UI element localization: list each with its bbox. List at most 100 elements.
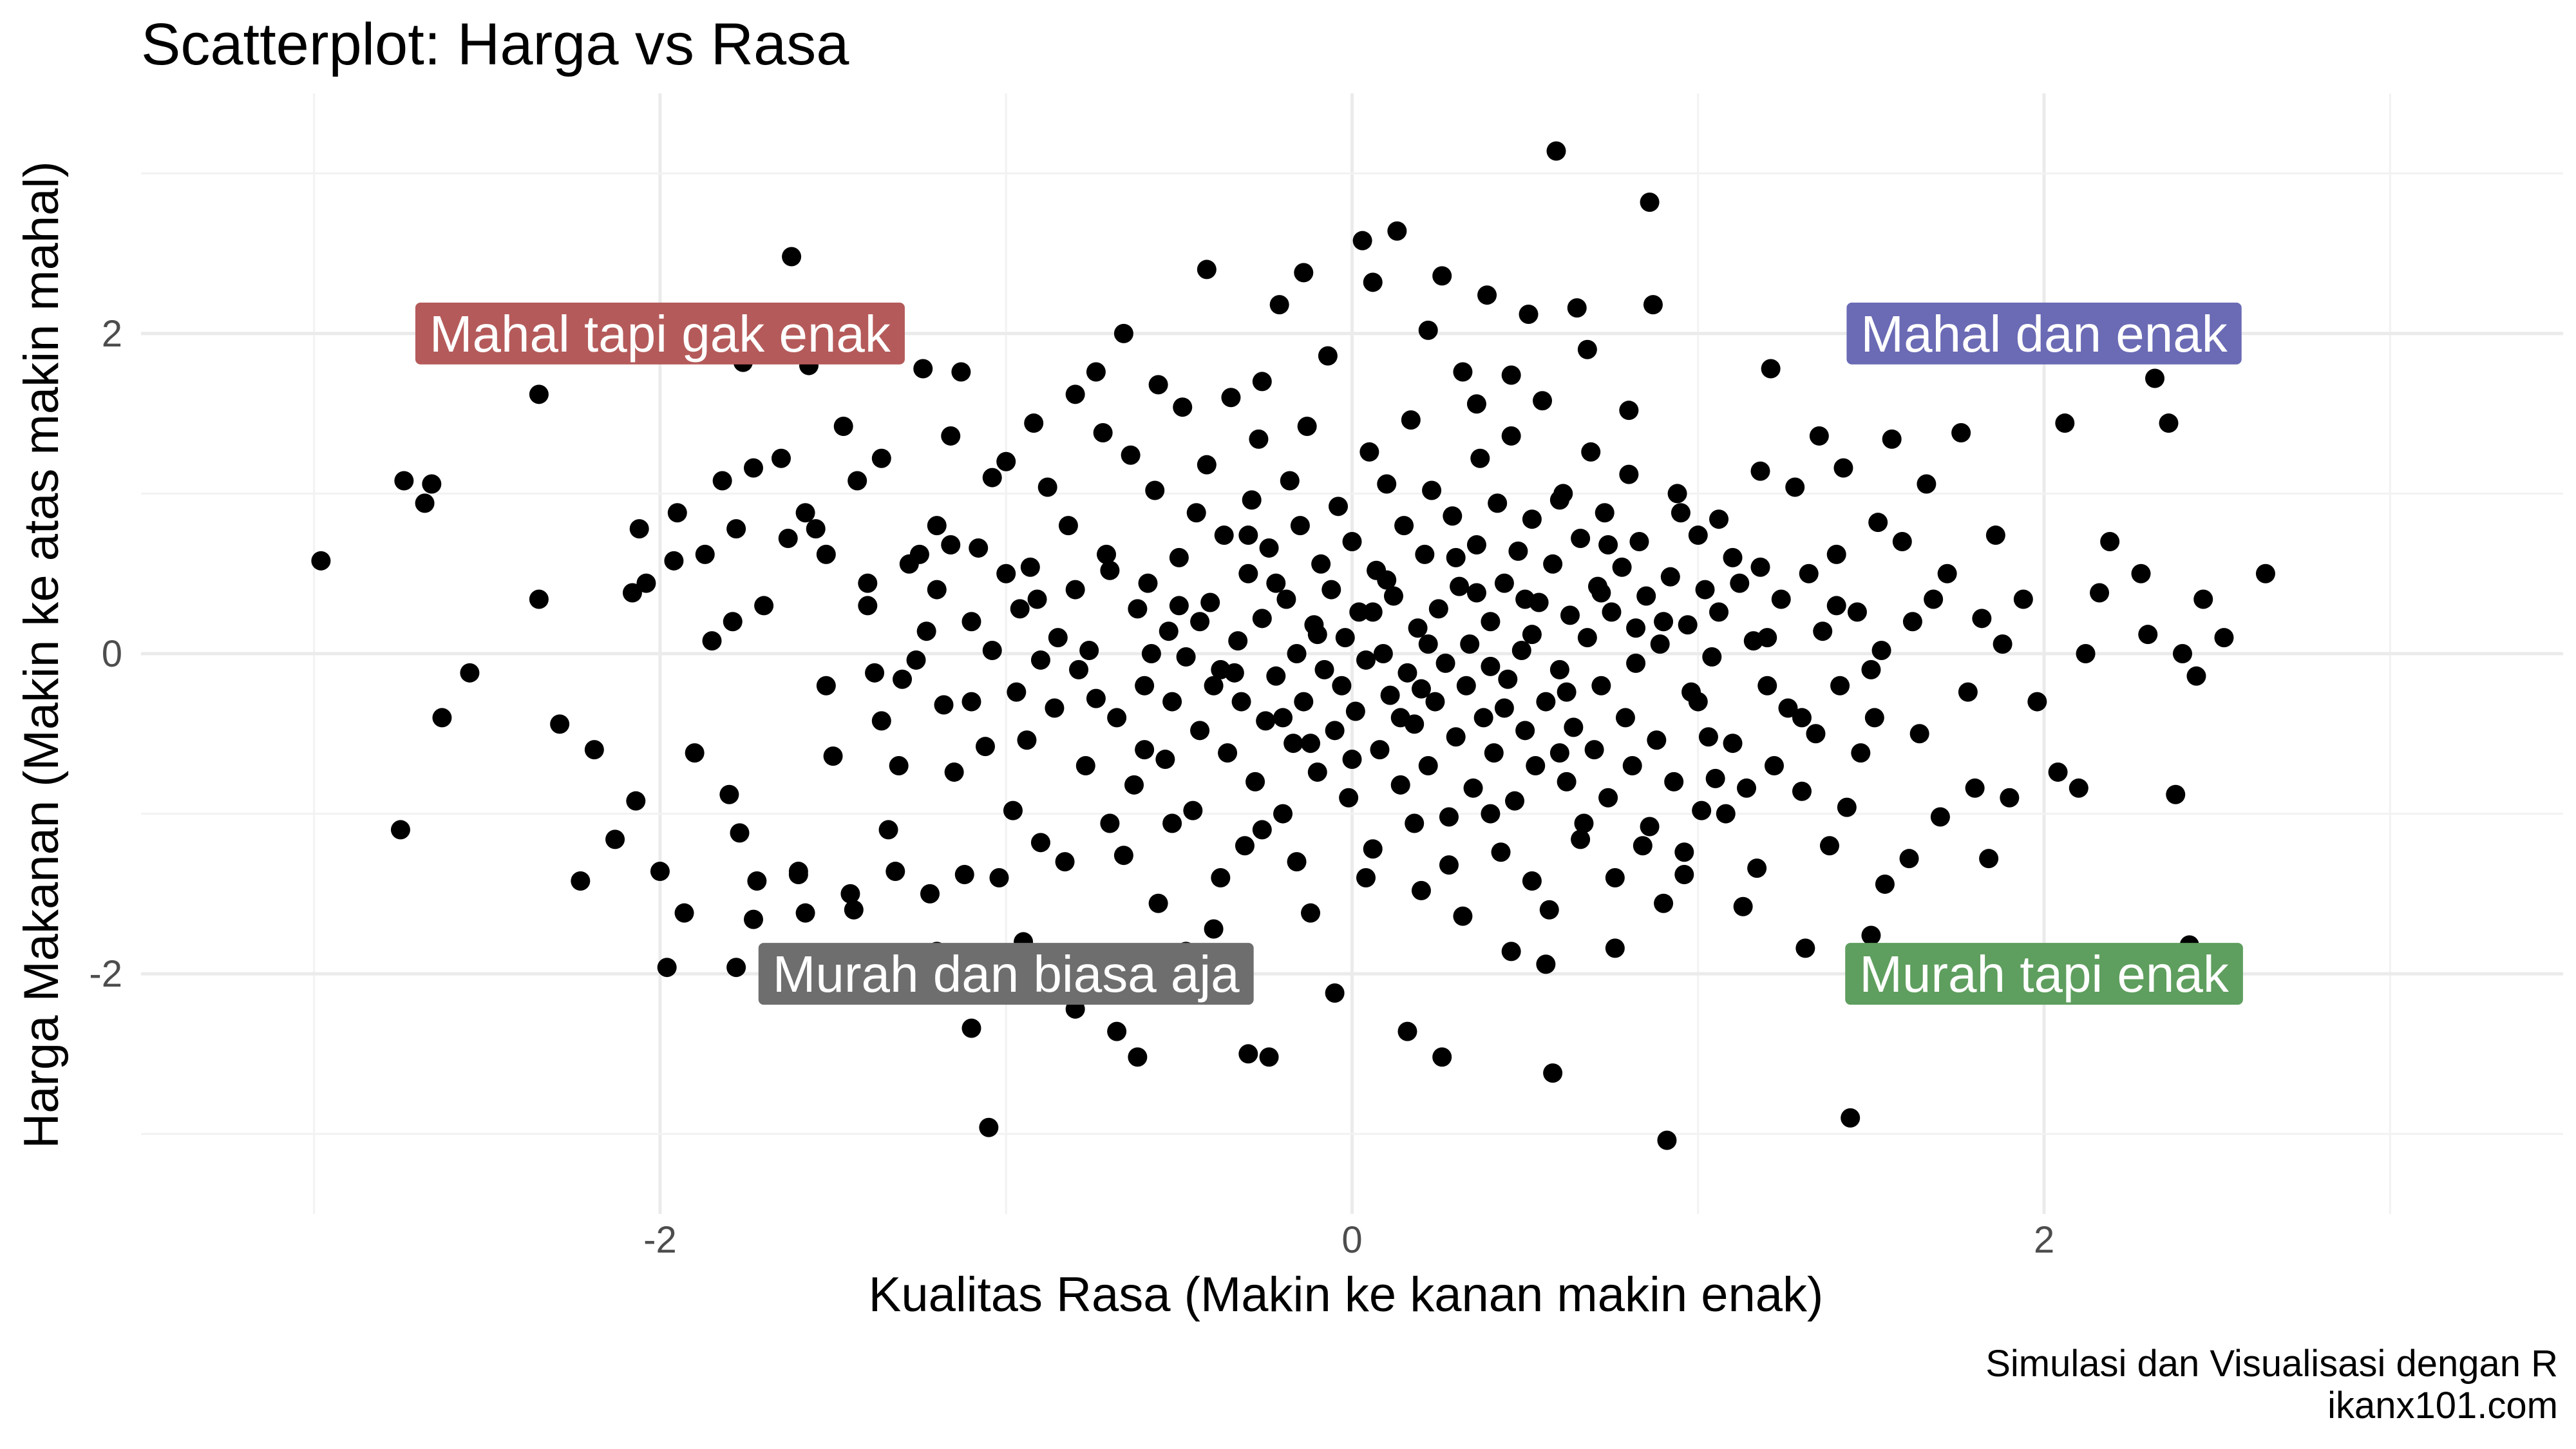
data-point — [1079, 641, 1099, 661]
data-point — [1647, 730, 1667, 750]
data-point — [1307, 762, 1327, 782]
data-point — [1235, 836, 1255, 856]
data-point — [723, 612, 743, 632]
data-point — [1273, 708, 1293, 728]
data-point — [1048, 628, 1068, 648]
data-point — [2172, 644, 2192, 663]
data-point — [1086, 362, 1106, 382]
data-point — [1723, 547, 1743, 567]
data-point — [1761, 359, 1781, 379]
data-point — [913, 359, 933, 379]
data-point — [657, 958, 677, 978]
data-point — [1211, 868, 1231, 887]
data-point — [1373, 644, 1393, 663]
data-point — [1847, 602, 1867, 622]
data-point — [1408, 618, 1428, 638]
data-point — [1705, 768, 1725, 788]
data-point — [1017, 730, 1037, 750]
data-point — [1045, 698, 1065, 718]
data-point — [1930, 807, 1950, 827]
data-point — [1107, 1021, 1127, 1041]
quadrant-label: Mahal tapi gak enak — [415, 302, 905, 365]
data-point — [1135, 740, 1155, 760]
data-point — [954, 865, 974, 885]
data-point — [1390, 708, 1410, 728]
data-point — [1363, 839, 1383, 859]
data-point — [1640, 817, 1660, 837]
data-point — [795, 903, 815, 923]
data-point — [1169, 547, 1189, 567]
data-point — [1581, 442, 1601, 462]
data-point — [1325, 983, 1345, 1003]
data-point — [1899, 849, 1919, 869]
data-point — [1591, 583, 1611, 603]
data-point — [1242, 490, 1262, 510]
data-point — [1595, 503, 1615, 523]
data-point — [1654, 893, 1674, 913]
data-point — [1030, 833, 1050, 853]
data-point — [2166, 784, 2186, 804]
data-point — [726, 519, 746, 539]
data-point — [806, 519, 826, 539]
data-point — [1481, 656, 1501, 676]
data-point — [390, 820, 410, 840]
data-point — [1979, 849, 1999, 869]
data-point — [1747, 858, 1767, 878]
data-point — [622, 583, 642, 603]
data-point — [1086, 688, 1106, 708]
data-point — [1387, 221, 1407, 241]
data-point — [1702, 647, 1722, 667]
data-point — [1159, 621, 1179, 641]
data-point — [584, 740, 604, 760]
data-point — [1993, 634, 2012, 654]
data-point — [1297, 417, 1317, 437]
data-point — [1269, 295, 1289, 315]
data-point — [996, 451, 1016, 471]
data-point — [1871, 641, 1891, 661]
data-point — [1612, 557, 1632, 577]
y-axis-ticks: -2 0 2 — [89, 313, 122, 995]
data-point — [1432, 266, 1452, 286]
data-point — [1764, 756, 1784, 775]
data-point — [629, 519, 649, 539]
data-point — [878, 820, 898, 840]
data-point — [2186, 666, 2206, 686]
data-point — [1463, 778, 1483, 798]
data-point — [2090, 583, 2110, 603]
quadrant-labels: Mahal tapi gak enak Mahal dan enak Murah d… — [415, 302, 2243, 1005]
data-point — [1598, 535, 1618, 554]
data-point — [730, 823, 750, 843]
data-point — [311, 551, 331, 571]
data-point — [1065, 580, 1085, 600]
data-point — [1826, 544, 1846, 564]
data-point — [2138, 625, 2158, 645]
data-point — [1522, 625, 1542, 645]
data-point — [1294, 692, 1314, 712]
data-point — [719, 784, 739, 804]
data-point — [1515, 589, 1535, 609]
data-point — [1643, 295, 1663, 315]
data-point — [1549, 490, 1569, 510]
y-tick-label: -2 — [89, 953, 122, 995]
data-point — [1176, 647, 1196, 667]
data-point — [1626, 618, 1646, 638]
data-point — [1027, 589, 1047, 609]
data-point — [1397, 1021, 1417, 1041]
data-point — [1280, 471, 1300, 491]
data-point — [906, 650, 926, 670]
data-point — [1536, 692, 1556, 712]
data-point — [1301, 734, 1321, 753]
data-point — [1830, 676, 1850, 696]
data-point — [1003, 800, 1023, 820]
data-point — [1453, 906, 1473, 926]
data-point — [782, 247, 802, 267]
data-point — [1252, 372, 1272, 392]
data-point — [1411, 880, 1431, 900]
data-point — [1418, 756, 1438, 775]
quadrant-label: Murah tapi enak — [1845, 943, 2243, 1005]
data-point — [674, 903, 694, 923]
data-point — [1124, 775, 1144, 795]
data-point — [1688, 526, 1708, 545]
data-point — [2000, 788, 2020, 808]
data-point — [1276, 589, 1296, 609]
